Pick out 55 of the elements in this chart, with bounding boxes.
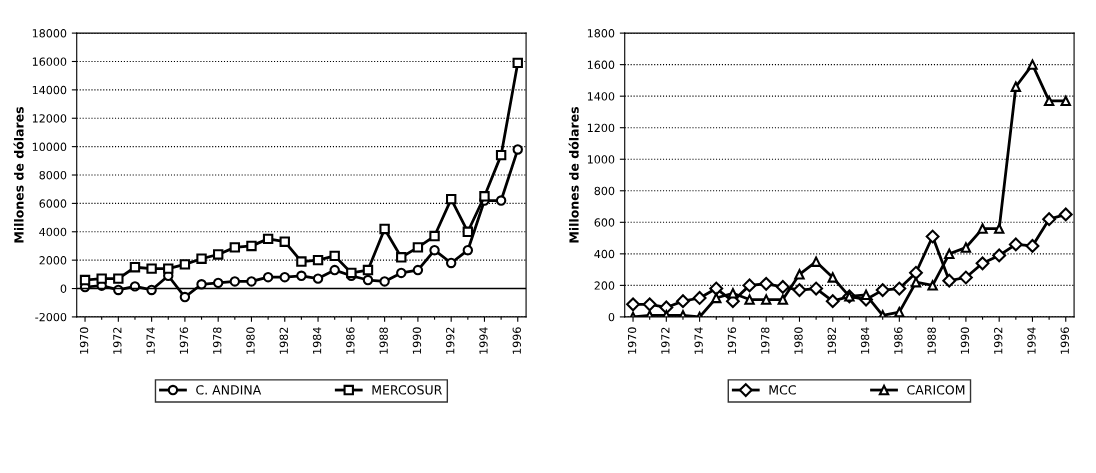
legend-label: MCC (769, 385, 796, 395)
y-axis-title: Millones de dólares (13, 107, 24, 243)
x-tick-label: 1994 (1027, 327, 1036, 354)
x-tick-label: 1982 (827, 327, 836, 354)
y-tick-label: 800 (594, 186, 615, 196)
y-tick-label: 1600 (587, 60, 615, 70)
y-tick-label: 0 (608, 312, 615, 322)
x-tick-label: 1980 (246, 327, 255, 354)
y-tick-label: 2000 (39, 256, 67, 265)
x-tick-label: 1976 (727, 327, 737, 354)
y-tick-label: 400 (594, 249, 615, 259)
y-tick-label: 10000 (32, 142, 67, 152)
x-tick-label: 1996 (512, 327, 521, 354)
y-tick-label: 1000 (587, 155, 615, 164)
x-tick-label: 1994 (479, 327, 488, 354)
x-tick-label: 1990 (412, 327, 422, 354)
x-tick-label: 1978 (761, 327, 770, 354)
y-tick-label: 14000 (32, 85, 67, 95)
y-tick-label: 1800 (587, 29, 615, 38)
y-tick-label: 0 (60, 284, 67, 293)
x-tick-label: 1970 (79, 327, 89, 354)
y-tick-label: 6000 (39, 199, 67, 208)
legend-label: CARICOM (907, 385, 965, 395)
y-tick-label: 4000 (39, 227, 67, 237)
y-tick-label: 12000 (32, 114, 67, 123)
y-tick-label: 200 (594, 281, 615, 290)
x-tick-label: 1974 (694, 327, 703, 354)
x-tick-label: 1972 (113, 327, 122, 354)
y-axis-title: Millones de dólares (568, 107, 579, 243)
x-tick-label: 1986 (346, 327, 355, 354)
x-tick-label: 1974 (146, 327, 155, 354)
y-tick-label: 1200 (587, 123, 615, 133)
x-tick-label: 1986 (894, 327, 903, 354)
x-tick-label: 1992 (446, 327, 455, 354)
x-tick-label: 1996 (1060, 327, 1069, 354)
y-tick-label: 600 (594, 218, 615, 227)
x-tick-label: 1990 (960, 327, 970, 354)
y-tick-label: 18000 (32, 29, 67, 38)
legend-label: MERCOSUR (372, 385, 442, 395)
x-tick-label: 1976 (179, 327, 189, 354)
x-tick-label: 1988 (927, 327, 936, 354)
x-tick-label: 1984 (312, 327, 322, 354)
y-tick-label: 8000 (39, 170, 67, 180)
x-tick-label: 1980 (794, 327, 803, 354)
x-tick-label: 1992 (994, 327, 1003, 354)
x-tick-label: 1970 (627, 327, 637, 354)
legend-label: C. ANDINA (196, 385, 262, 395)
y-tick-label: -2000 (35, 312, 67, 322)
x-tick-label: 1984 (860, 327, 870, 354)
x-tick-label: 1988 (379, 327, 388, 354)
y-tick-label: 1400 (587, 92, 615, 101)
x-tick-label: 1982 (279, 327, 288, 354)
y-tick-label: 16000 (32, 57, 67, 66)
x-tick-label: 1978 (213, 327, 222, 354)
x-tick-label: 1972 (661, 327, 670, 354)
